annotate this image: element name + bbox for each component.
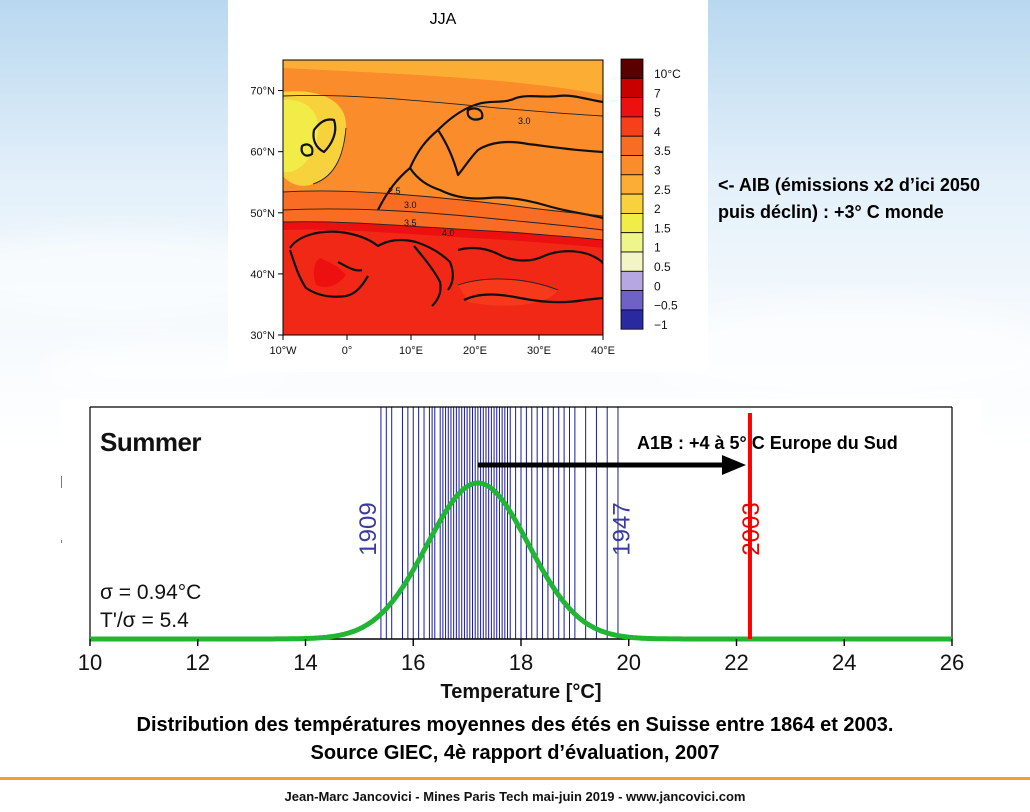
map-x-tick-label: 20°E [463, 345, 487, 357]
colorbar-label: 0 [654, 279, 661, 293]
map-x-tick-label: 10°W [269, 345, 297, 357]
footer-credit: Jean-Marc Jancovici - Mines Paris Tech m… [284, 789, 746, 804]
figure-caption: Distribution des températures moyennes d… [0, 711, 1030, 767]
colorbar-swatch [620, 116, 644, 137]
colorbar-swatch [620, 290, 644, 311]
colorbar-swatch [620, 251, 644, 272]
map-x-tick-label: 0° [342, 345, 353, 357]
map-y-tick-label: 60°N [250, 147, 275, 159]
x-tick-label: 26 [940, 650, 964, 675]
colorbar-label: 3 [654, 164, 661, 178]
x-tick-label: 24 [832, 650, 856, 675]
colorbar-swatch [620, 232, 644, 253]
x-tick-label: 12 [186, 650, 210, 675]
distribution-chart-panel: 2003 1909 1947 Summer σ = 0.94°C T'/σ = … [62, 399, 981, 717]
map-title: JJA [430, 11, 457, 28]
colorbar-label: 2 [654, 202, 661, 216]
colorbar-label: 2.5 [654, 183, 671, 197]
colorbar-swatch [620, 135, 644, 156]
series-line-normal-distribution [89, 480, 953, 642]
shift-arrow-head [721, 455, 746, 475]
colorbar-swatch [620, 58, 644, 79]
contour-label: 3.5 [404, 218, 417, 228]
colorbar-label: 1.5 [654, 221, 671, 235]
colorbar-swatch [620, 155, 644, 176]
map-x-tick-label: 30°E [527, 345, 551, 357]
side-note: <- AIB (émissions x2 d’ici 2050 puis déc… [718, 175, 980, 222]
distribution-chart: 2003 1909 1947 Summer σ = 0.94°C T'/σ = … [78, 406, 964, 703]
chart-title: Summer [100, 427, 201, 457]
colorbar-label: 10°C [654, 67, 681, 81]
map-y-tick-label: 50°N [250, 208, 275, 220]
sigma-text: σ = 0.94°C [100, 581, 201, 604]
map-y-tick-label: 70°N [250, 86, 275, 98]
a1b-annotation: A1B : +4 à 5° C Europe du Sud [637, 433, 898, 453]
year-label-1947: 1947 [609, 502, 636, 555]
x-axis-label: Temperature [°C] [441, 681, 602, 703]
colorbar-swatch [620, 193, 644, 214]
colorbar-swatch [620, 174, 644, 195]
x-tick-label: 22 [724, 650, 748, 675]
colorbar-label: 4 [654, 125, 661, 139]
footer-divider [0, 777, 1030, 780]
colorbar-label: −1 [654, 318, 668, 332]
colorbar-label: 7 [654, 86, 661, 100]
x-tick-label: 20 [617, 650, 641, 675]
ratio-text: T'/σ = 5.4 [100, 609, 189, 632]
caption-line-2: Source GIEC, 4è rapport d’évaluation, 20… [310, 742, 720, 764]
colorbar-swatch [620, 270, 644, 291]
map-x-tick-label: 40°E [591, 345, 615, 357]
colorbar-label: −0.5 [654, 299, 678, 313]
colorbar-swatch [620, 77, 644, 99]
year-label-2003: 2003 [738, 502, 765, 555]
contour-label: 2.5 [388, 186, 401, 196]
x-tick-label: 14 [293, 650, 317, 675]
x-tick-label: 10 [78, 650, 102, 675]
contour-label: 3.0 [404, 200, 417, 210]
temperature-map: JJA [250, 11, 681, 357]
colorbar-swatch [620, 309, 644, 330]
colorbar-label: 3.5 [654, 144, 671, 158]
year-label-1909: 1909 [355, 502, 382, 555]
map-y-tick-label: 40°N [250, 269, 275, 281]
colorbar-swatch [620, 212, 644, 234]
x-tick-label: 16 [401, 650, 425, 675]
temperature-map-panel: JJA [228, 0, 708, 372]
caption-line-1: Distribution des températures moyennes d… [136, 714, 894, 736]
colorbar-label: 0.5 [654, 260, 671, 274]
contour-label: 3.0 [518, 116, 531, 126]
colorbar-label: 1 [654, 241, 661, 255]
colorbar-swatch [620, 97, 644, 118]
map-x-tick-label: 10°E [399, 345, 423, 357]
colorbar-label: 5 [654, 106, 661, 120]
map-y-tick-label: 30°N [250, 330, 275, 342]
contour-label: 4.0 [442, 228, 455, 238]
x-tick-label: 18 [509, 650, 533, 675]
